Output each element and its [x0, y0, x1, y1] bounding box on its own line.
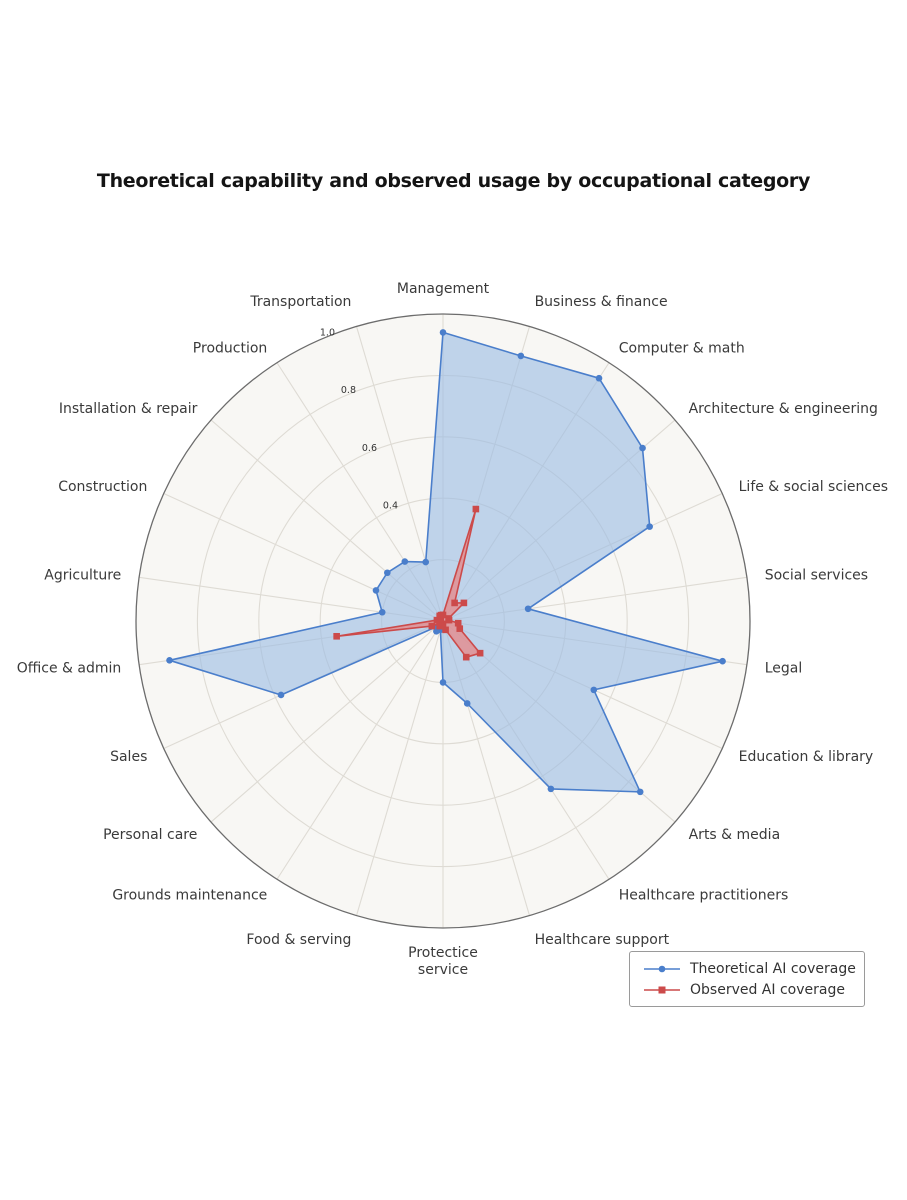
data-point-observed	[451, 599, 458, 607]
radial-tick-label: 0.6	[362, 443, 377, 454]
radial-tick-label: 0.4	[383, 501, 398, 512]
data-point-observed	[456, 625, 464, 632]
category-label: Personal care	[103, 827, 197, 843]
legend: Theoretical AI coverage Observed AI cove…	[629, 951, 865, 1007]
chart-title: Theoretical capability and observed usag…	[96, 170, 811, 192]
category-label: Office & admin	[17, 660, 122, 676]
legend-label-theoretical: Theoretical AI coverage	[690, 961, 856, 977]
data-point-theoretical	[547, 785, 555, 793]
radial-tick-label: 0.8	[341, 385, 356, 396]
outer-ring	[135, 313, 751, 929]
grid-spoke	[210, 620, 444, 823]
legend-marker-theoretical	[644, 965, 680, 973]
data-point-theoretical	[636, 788, 644, 796]
data-point-theoretical	[517, 352, 525, 360]
data-point-observed	[472, 505, 480, 513]
category-label: Construction	[58, 479, 147, 495]
legend-item-theoretical: Theoretical AI coverage	[630, 959, 856, 979]
category-label: Grounds maintenance	[112, 887, 267, 903]
category-label: Installation & repair	[59, 401, 198, 417]
data-point-theoretical	[439, 679, 447, 686]
category-label: Food & serving	[246, 932, 351, 948]
data-point-observed	[437, 611, 445, 619]
category-label: Agriculture	[44, 568, 121, 584]
category-label: Life & social sciences	[739, 479, 888, 495]
data-point-theoretical	[439, 329, 447, 336]
data-point-theoretical	[719, 657, 726, 665]
data-point-observed	[476, 649, 484, 657]
category-label: Education & library	[739, 749, 874, 765]
category-label: Production	[193, 341, 267, 357]
data-point-theoretical	[646, 523, 653, 530]
legend-marker-observed	[644, 986, 680, 994]
category-label: Management	[397, 281, 490, 297]
data-point-theoretical	[277, 691, 285, 699]
category-label: Legal	[765, 660, 803, 676]
data-point-theoretical	[422, 558, 430, 566]
category-label: Social services	[765, 568, 868, 584]
data-point-theoretical	[372, 587, 380, 594]
data-point-theoretical	[595, 374, 603, 382]
data-point-theoretical	[463, 700, 471, 707]
category-label: Transportation	[249, 294, 351, 310]
category-label: Computer & math	[619, 341, 745, 357]
radial-tick-label: 1.0	[320, 328, 335, 339]
category-label: Architecture & engineering	[689, 401, 878, 417]
data-point-theoretical	[166, 657, 173, 664]
grid-spoke	[276, 620, 444, 880]
data-point-observed	[445, 616, 453, 624]
data-point-theoretical	[401, 558, 409, 565]
data-point-observed	[460, 599, 468, 607]
data-point-observed	[454, 619, 462, 627]
data-point-observed	[442, 626, 449, 634]
data-point-observed	[428, 622, 436, 630]
data-point-observed	[462, 653, 470, 661]
legend-label-observed: Observed AI coverage	[690, 982, 845, 998]
category-label: Healthcare practitioners	[619, 887, 789, 903]
legend-item-observed: Observed AI coverage	[630, 980, 845, 1000]
category-label: Sales	[110, 749, 147, 765]
grid-spoke	[355, 620, 444, 916]
data-point-theoretical	[524, 605, 532, 613]
data-point-observed	[333, 632, 340, 640]
category-label: Healthcare support	[535, 932, 670, 948]
data-point-theoretical	[590, 686, 598, 694]
category-label: Business & finance	[535, 294, 668, 310]
data-point-theoretical	[639, 444, 646, 452]
data-point-theoretical	[378, 608, 386, 616]
category-label: Protectice service	[408, 945, 478, 978]
category-label: Arts & media	[689, 827, 781, 843]
data-point-theoretical	[384, 569, 391, 577]
